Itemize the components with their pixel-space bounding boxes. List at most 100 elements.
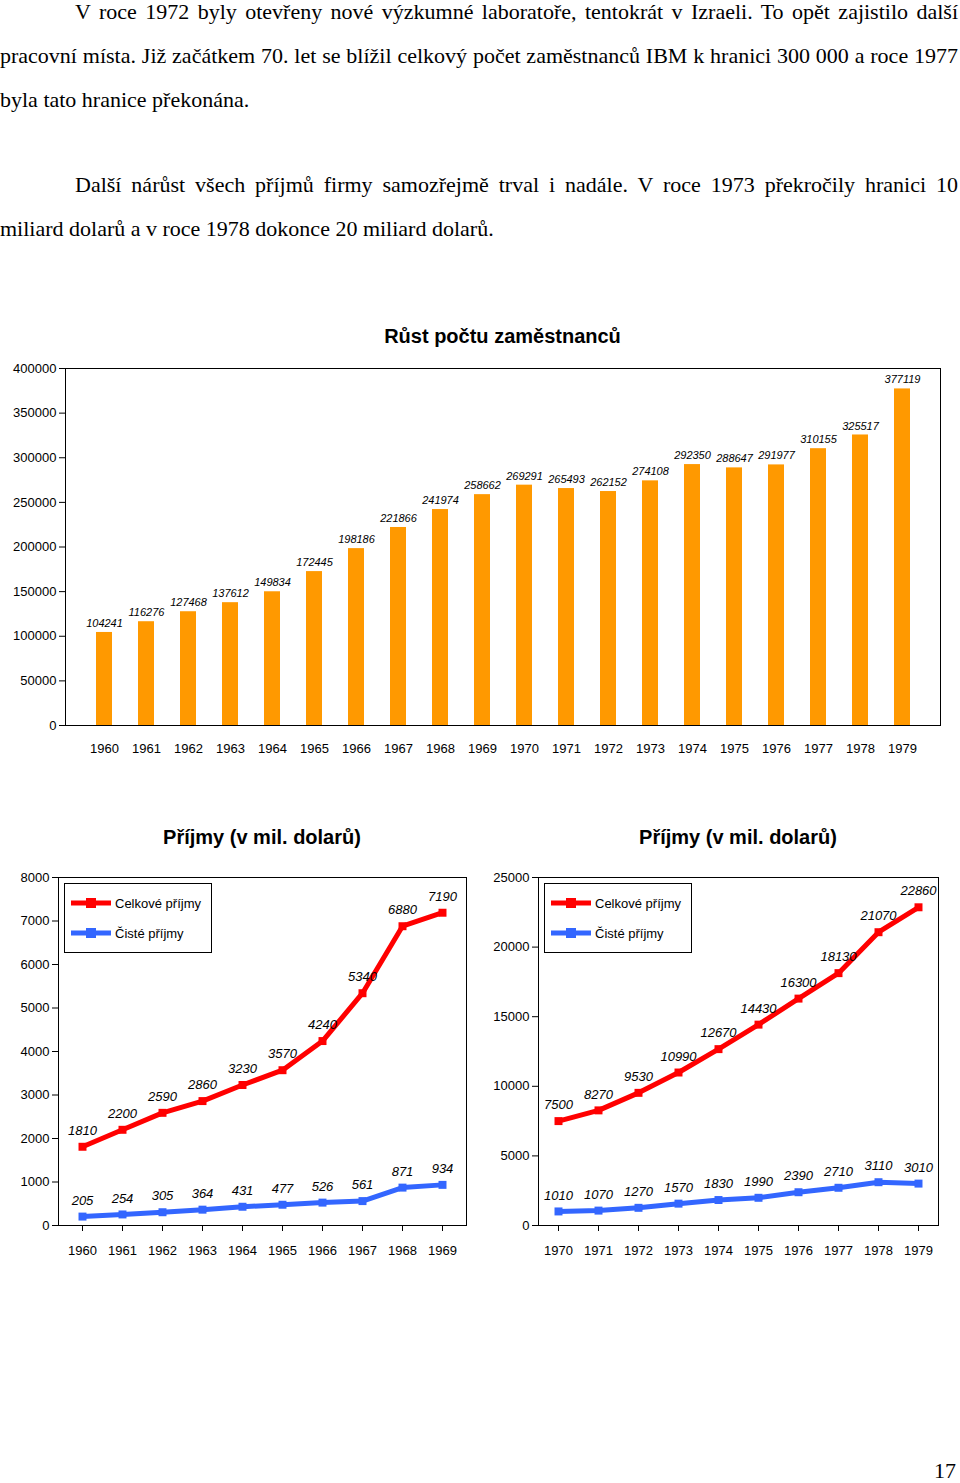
svg-text:1971: 1971	[584, 1243, 613, 1258]
svg-text:12670: 12670	[700, 1025, 737, 1040]
svg-text:4240: 4240	[308, 1017, 338, 1032]
svg-text:1963: 1963	[216, 741, 245, 756]
svg-text:1963: 1963	[188, 1243, 217, 1258]
svg-text:3000: 3000	[21, 1087, 50, 1102]
svg-text:1270: 1270	[624, 1184, 654, 1199]
svg-text:1973: 1973	[664, 1243, 693, 1258]
svg-text:1971: 1971	[552, 741, 581, 756]
svg-text:3570: 3570	[268, 1046, 298, 1061]
svg-text:8000: 8000	[21, 870, 50, 885]
svg-text:221866: 221866	[379, 512, 418, 524]
svg-text:1975: 1975	[744, 1243, 773, 1258]
svg-text:1960: 1960	[90, 741, 119, 756]
svg-text:325517: 325517	[842, 419, 880, 431]
svg-text:8270: 8270	[584, 1087, 614, 1102]
svg-text:1961: 1961	[108, 1243, 137, 1258]
svg-text:400000: 400000	[13, 361, 56, 376]
svg-text:305: 305	[152, 1188, 174, 1203]
svg-text:10990: 10990	[660, 1049, 697, 1064]
svg-text:5000: 5000	[21, 1000, 50, 1015]
svg-text:2000: 2000	[21, 1131, 50, 1146]
svg-text:0: 0	[522, 1218, 529, 1233]
svg-text:3010: 3010	[904, 1160, 934, 1175]
svg-text:9530: 9530	[624, 1069, 654, 1084]
svg-text:10000: 10000	[493, 1078, 529, 1093]
svg-text:300000: 300000	[13, 450, 56, 465]
svg-text:0: 0	[42, 1218, 49, 1233]
svg-text:241974: 241974	[421, 494, 459, 506]
svg-text:1000: 1000	[21, 1174, 50, 1189]
svg-text:150000: 150000	[13, 584, 56, 599]
svg-text:1967: 1967	[348, 1243, 377, 1258]
svg-text:1010: 1010	[544, 1188, 574, 1203]
svg-text:1975: 1975	[720, 741, 749, 756]
svg-text:350000: 350000	[13, 405, 56, 420]
svg-text:1972: 1972	[624, 1243, 653, 1258]
svg-text:127468: 127468	[170, 596, 208, 608]
svg-text:1830: 1830	[704, 1176, 734, 1191]
svg-text:364: 364	[192, 1186, 214, 1201]
svg-text:7000: 7000	[21, 913, 50, 928]
svg-text:6880: 6880	[388, 902, 418, 917]
svg-text:1962: 1962	[174, 741, 203, 756]
svg-text:1977: 1977	[804, 741, 833, 756]
svg-text:205: 205	[71, 1193, 94, 1208]
svg-text:1972: 1972	[594, 741, 623, 756]
svg-text:15000: 15000	[493, 1009, 529, 1024]
svg-text:1979: 1979	[904, 1243, 933, 1258]
svg-text:6000: 6000	[21, 957, 50, 972]
svg-text:1968: 1968	[388, 1243, 417, 1258]
svg-text:137612: 137612	[212, 587, 249, 599]
svg-text:1974: 1974	[704, 1243, 733, 1258]
svg-text:288647: 288647	[715, 452, 754, 464]
svg-text:3110: 3110	[865, 1158, 894, 1173]
svg-text:291977: 291977	[757, 449, 796, 461]
svg-text:0: 0	[49, 718, 56, 733]
svg-text:1978: 1978	[846, 741, 875, 756]
svg-text:871: 871	[392, 1164, 414, 1179]
svg-text:250000: 250000	[13, 495, 56, 510]
svg-text:431: 431	[232, 1183, 254, 1198]
svg-text:1960: 1960	[68, 1243, 97, 1258]
svg-text:262152: 262152	[589, 476, 627, 488]
svg-text:2710: 2710	[823, 1164, 854, 1179]
svg-text:22860: 22860	[899, 883, 937, 898]
svg-text:5340: 5340	[348, 969, 378, 984]
svg-text:1968: 1968	[426, 741, 455, 756]
svg-text:292350: 292350	[673, 449, 712, 461]
svg-text:1965: 1965	[300, 741, 329, 756]
svg-text:14430: 14430	[740, 1001, 777, 1016]
svg-text:269291: 269291	[505, 470, 543, 482]
svg-text:1970: 1970	[510, 741, 539, 756]
svg-text:149834: 149834	[254, 576, 291, 588]
svg-text:1979: 1979	[888, 741, 917, 756]
svg-text:4000: 4000	[21, 1044, 50, 1059]
svg-text:265493: 265493	[547, 473, 586, 485]
svg-text:477: 477	[272, 1181, 294, 1196]
svg-text:1962: 1962	[148, 1243, 177, 1258]
svg-text:116276: 116276	[129, 606, 166, 618]
svg-text:1969: 1969	[468, 741, 497, 756]
svg-text:1965: 1965	[268, 1243, 297, 1258]
svg-text:1070: 1070	[584, 1187, 614, 1202]
svg-text:1570: 1570	[664, 1180, 694, 1195]
svg-text:18130: 18130	[820, 949, 857, 964]
svg-text:1966: 1966	[342, 741, 371, 756]
svg-text:2200: 2200	[107, 1106, 138, 1121]
svg-text:1990: 1990	[744, 1174, 774, 1189]
svg-text:1969: 1969	[428, 1243, 457, 1258]
svg-text:526: 526	[312, 1179, 334, 1194]
svg-text:1961: 1961	[132, 741, 161, 756]
svg-text:1970: 1970	[544, 1243, 573, 1258]
svg-text:1967: 1967	[384, 741, 413, 756]
svg-text:104241: 104241	[86, 617, 123, 629]
svg-text:1964: 1964	[228, 1243, 257, 1258]
svg-text:1973: 1973	[636, 741, 665, 756]
svg-text:2590: 2590	[147, 1089, 178, 1104]
svg-text:7500: 7500	[544, 1097, 574, 1112]
svg-text:2390: 2390	[783, 1168, 814, 1183]
svg-text:934: 934	[432, 1161, 454, 1176]
svg-text:20000: 20000	[493, 939, 529, 954]
svg-text:1974: 1974	[678, 741, 707, 756]
svg-text:25000: 25000	[493, 870, 529, 885]
